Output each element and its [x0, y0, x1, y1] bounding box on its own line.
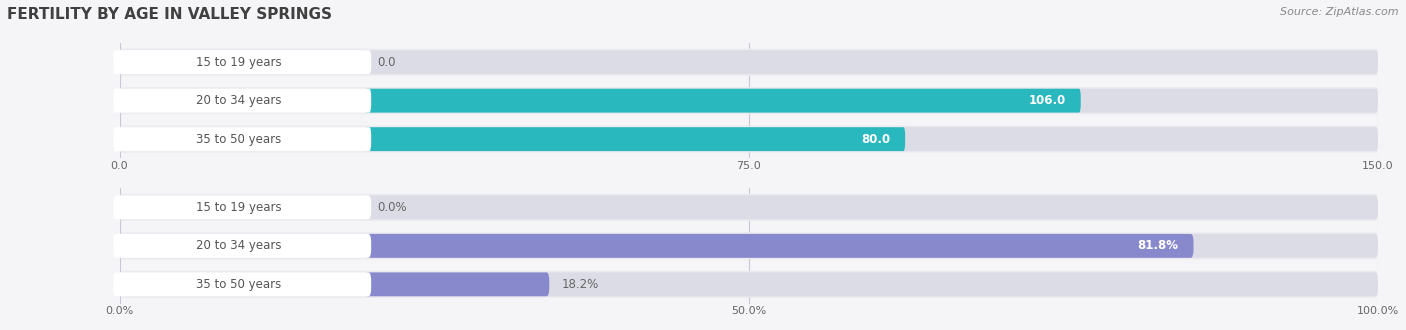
FancyBboxPatch shape — [120, 49, 1378, 76]
FancyBboxPatch shape — [366, 89, 1081, 113]
FancyBboxPatch shape — [366, 127, 905, 151]
FancyBboxPatch shape — [366, 127, 1378, 151]
Text: 35 to 50 years: 35 to 50 years — [197, 133, 281, 146]
FancyBboxPatch shape — [114, 50, 371, 74]
Text: 81.8%: 81.8% — [1137, 239, 1178, 252]
FancyBboxPatch shape — [120, 232, 1378, 259]
FancyBboxPatch shape — [120, 194, 1378, 221]
FancyBboxPatch shape — [120, 87, 1378, 114]
Text: 18.2%: 18.2% — [562, 278, 599, 291]
Text: 0.0%: 0.0% — [377, 201, 408, 214]
Text: 20 to 34 years: 20 to 34 years — [197, 239, 281, 252]
FancyBboxPatch shape — [366, 273, 1378, 296]
FancyBboxPatch shape — [366, 89, 1378, 113]
FancyBboxPatch shape — [366, 273, 550, 296]
FancyBboxPatch shape — [114, 234, 371, 258]
FancyBboxPatch shape — [114, 195, 371, 219]
FancyBboxPatch shape — [114, 89, 371, 113]
Text: 35 to 50 years: 35 to 50 years — [197, 278, 281, 291]
Text: 106.0: 106.0 — [1028, 94, 1066, 107]
Text: 0.0: 0.0 — [377, 56, 396, 69]
Text: 80.0: 80.0 — [860, 133, 890, 146]
Text: 15 to 19 years: 15 to 19 years — [197, 201, 281, 214]
FancyBboxPatch shape — [120, 271, 1378, 298]
FancyBboxPatch shape — [366, 234, 1378, 258]
Text: Source: ZipAtlas.com: Source: ZipAtlas.com — [1281, 7, 1399, 16]
FancyBboxPatch shape — [366, 195, 1378, 219]
FancyBboxPatch shape — [114, 273, 371, 296]
FancyBboxPatch shape — [120, 126, 1378, 152]
Text: 20 to 34 years: 20 to 34 years — [197, 94, 281, 107]
Text: FERTILITY BY AGE IN VALLEY SPRINGS: FERTILITY BY AGE IN VALLEY SPRINGS — [7, 7, 332, 21]
FancyBboxPatch shape — [114, 127, 371, 151]
Text: 15 to 19 years: 15 to 19 years — [197, 56, 281, 69]
FancyBboxPatch shape — [366, 50, 1378, 74]
FancyBboxPatch shape — [366, 234, 1194, 258]
